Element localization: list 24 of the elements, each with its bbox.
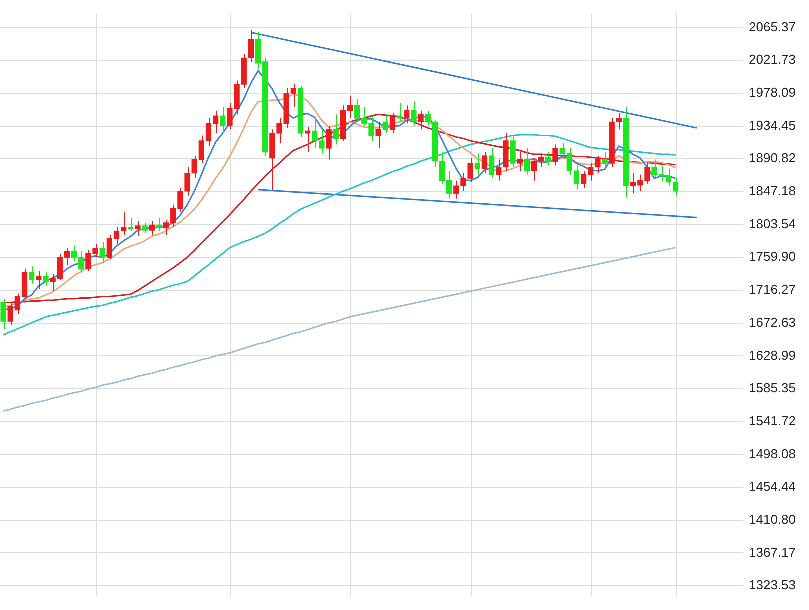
y-tick-label: 2021.73 xyxy=(749,52,796,68)
y-tick-label: 1759.90 xyxy=(749,249,796,264)
y-tick-label: 1498.08 xyxy=(749,446,796,462)
y-tick-label: 1454.44 xyxy=(749,479,796,494)
candlestick xyxy=(552,144,558,166)
y-tick-label: 1541.72 xyxy=(749,413,796,428)
y-tick-label: 1716.27 xyxy=(749,282,796,298)
y-tick-label: 1890.82 xyxy=(749,150,796,166)
y-tick-label: 2065.37 xyxy=(749,19,796,34)
candlestick xyxy=(128,218,134,232)
y-tick-label: 1847.18 xyxy=(749,184,796,199)
candlestick xyxy=(135,220,141,238)
y-tick-label: 1978.09 xyxy=(749,85,796,100)
y-tick-label: 1410.80 xyxy=(749,512,796,527)
candlestick xyxy=(43,272,49,287)
y-tick-label: 1367.17 xyxy=(749,544,796,560)
y-tick-label: 1934.45 xyxy=(749,118,796,133)
candlestick xyxy=(602,152,608,168)
y-tick-label: 1803.54 xyxy=(749,216,796,232)
y-tick-label: 1323.53 xyxy=(749,578,796,593)
candlestick xyxy=(142,222,148,234)
y-tick-label: 1585.35 xyxy=(749,380,796,396)
y-tick-label: 1628.99 xyxy=(749,348,796,363)
y-tick-label: 1672.63 xyxy=(749,314,796,330)
